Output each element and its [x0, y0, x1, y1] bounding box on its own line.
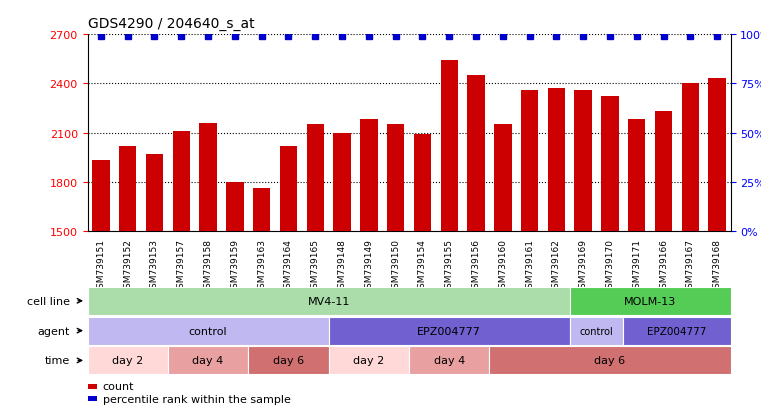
Bar: [226, 182, 244, 231]
Bar: [329, 317, 570, 345]
Bar: [570, 287, 731, 315]
Bar: [414, 135, 431, 231]
Bar: [601, 97, 619, 231]
Bar: [682, 84, 699, 231]
Text: count: count: [103, 381, 134, 391]
Bar: [575, 91, 592, 231]
Bar: [253, 189, 270, 231]
Bar: [521, 91, 538, 231]
Bar: [409, 347, 489, 375]
Bar: [548, 89, 565, 231]
Text: day 4: day 4: [193, 356, 224, 366]
Bar: [489, 347, 731, 375]
Bar: [92, 161, 110, 231]
Bar: [387, 125, 404, 231]
Text: day 2: day 2: [112, 356, 143, 366]
Text: day 6: day 6: [273, 356, 304, 366]
Bar: [467, 76, 485, 231]
Text: MV4-11: MV4-11: [307, 296, 350, 306]
Bar: [333, 133, 351, 231]
Bar: [708, 79, 726, 231]
Text: GDS4290 / 204640_s_at: GDS4290 / 204640_s_at: [88, 17, 254, 31]
Bar: [199, 123, 217, 231]
Text: MOLM-13: MOLM-13: [624, 296, 677, 306]
Text: day 6: day 6: [594, 356, 626, 366]
Bar: [88, 317, 329, 345]
Bar: [494, 125, 511, 231]
Text: EPZ004777: EPZ004777: [417, 326, 481, 336]
Bar: [307, 125, 324, 231]
Text: day 4: day 4: [434, 356, 465, 366]
Text: agent: agent: [37, 326, 70, 336]
Bar: [280, 146, 298, 231]
Bar: [173, 132, 190, 231]
Bar: [570, 317, 623, 345]
Text: percentile rank within the sample: percentile rank within the sample: [103, 394, 291, 404]
Bar: [88, 396, 97, 401]
Text: cell line: cell line: [27, 296, 70, 306]
Bar: [441, 61, 458, 231]
Text: control: control: [580, 326, 613, 336]
Text: control: control: [189, 326, 228, 336]
Bar: [360, 120, 377, 231]
Bar: [168, 347, 248, 375]
Bar: [623, 317, 731, 345]
Text: EPZ004777: EPZ004777: [648, 326, 707, 336]
Bar: [655, 112, 672, 231]
Bar: [329, 347, 409, 375]
Bar: [88, 287, 570, 315]
Bar: [248, 347, 329, 375]
Bar: [146, 154, 163, 231]
Bar: [88, 347, 168, 375]
Text: day 2: day 2: [353, 356, 384, 366]
Bar: [119, 146, 136, 231]
Text: time: time: [45, 356, 70, 366]
Bar: [88, 384, 97, 389]
Bar: [628, 120, 645, 231]
